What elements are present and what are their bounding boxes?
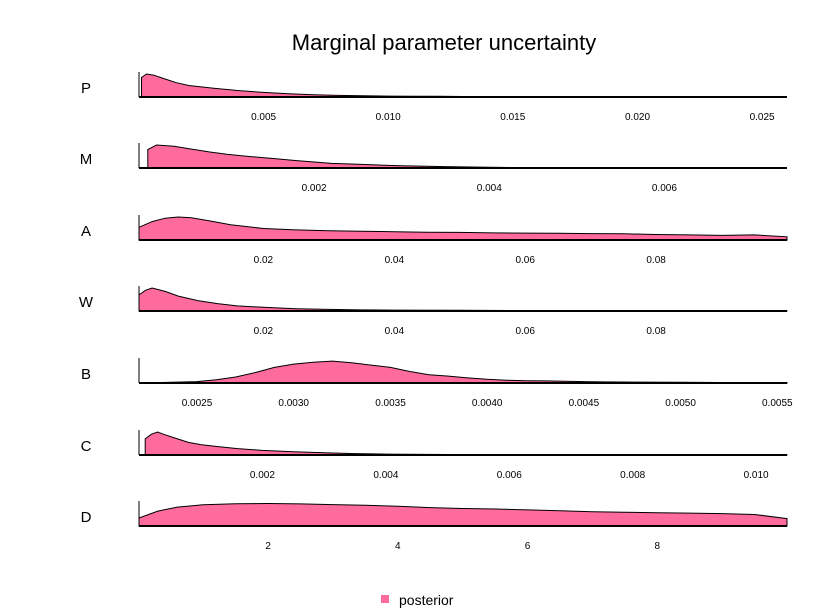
- tick-label: 0.0035: [375, 398, 406, 409]
- panel-b: B 0.0025 0.0030 0.0035 0.0040 0.0045 0.0050 0.0…: [81, 358, 793, 409]
- tick-label: 0.008: [620, 470, 645, 481]
- density-area-m: [147, 144, 788, 169]
- tick-label: 0.02: [254, 255, 274, 266]
- tick-label: 0.0030: [278, 398, 309, 409]
- panels: P 0.005 0.010 0.015 0.020 0.025 M 0.002 0.004 0.0…: [79, 72, 793, 552]
- panel-label: B: [81, 366, 91, 383]
- tick-label: 0.015: [500, 112, 525, 123]
- panel-label: M: [80, 151, 93, 168]
- tick-label: 0.04: [385, 326, 405, 337]
- tick-label: 8: [655, 541, 661, 552]
- panel-label: D: [81, 509, 92, 526]
- tick-label: 0.004: [477, 183, 502, 194]
- tick-label: 0.0050: [665, 398, 696, 409]
- tick-label: 2: [265, 541, 271, 552]
- tick-label: 0.002: [302, 183, 327, 194]
- tick-label: 0.005: [251, 112, 276, 123]
- panel-a: A 0.02 0.04 0.06 0.08: [81, 215, 788, 266]
- tick-label: 0.0040: [472, 398, 503, 409]
- tick-label: 0.06: [515, 255, 535, 266]
- panel-label: C: [81, 438, 92, 455]
- panel-d: D 2 4 6 8: [81, 501, 788, 552]
- tick-label: 0.02: [254, 326, 274, 337]
- legend-swatch: [381, 595, 389, 603]
- panel-p: P 0.005 0.010 0.015 0.020 0.025: [81, 72, 788, 123]
- density-area-p: [141, 73, 788, 98]
- tick-label: 0.08: [646, 326, 666, 337]
- panel-m: M 0.002 0.004 0.006: [80, 143, 788, 194]
- tick-label: 0.006: [652, 183, 677, 194]
- density-area-c: [144, 431, 788, 456]
- tick-label: 0.025: [750, 112, 775, 123]
- tick-label: 0.010: [744, 470, 769, 481]
- tick-label: 6: [525, 541, 531, 552]
- density-area-b: [138, 360, 788, 384]
- density-area-a: [138, 216, 788, 241]
- tick-label: 0.010: [376, 112, 401, 123]
- tick-label: 0.006: [497, 470, 522, 481]
- panel-label: W: [79, 294, 94, 311]
- tick-label: 0.0045: [569, 398, 600, 409]
- tick-label: 0.08: [646, 255, 666, 266]
- panel-w: W 0.02 0.04 0.06 0.08: [79, 286, 788, 337]
- tick-label: 0.004: [373, 470, 398, 481]
- tick-label: 0.04: [385, 255, 405, 266]
- panel-label: A: [81, 223, 91, 240]
- tick-label: 0.020: [625, 112, 650, 123]
- chart-title: Marginal parameter uncertainty: [292, 30, 596, 55]
- tick-label: 4: [395, 541, 401, 552]
- tick-label: 0.0025: [182, 398, 213, 409]
- tick-label: 0.002: [250, 470, 275, 481]
- tick-label: 0.06: [515, 326, 535, 337]
- legend-label: posterior: [399, 592, 454, 608]
- density-area-w: [138, 287, 788, 312]
- panel-label: P: [81, 80, 91, 97]
- tick-label: 0.0055: [762, 398, 793, 409]
- panel-c: C 0.002 0.004 0.006 0.008 0.010: [81, 430, 788, 481]
- density-area-d: [138, 502, 788, 527]
- legend: posterior: [381, 592, 454, 608]
